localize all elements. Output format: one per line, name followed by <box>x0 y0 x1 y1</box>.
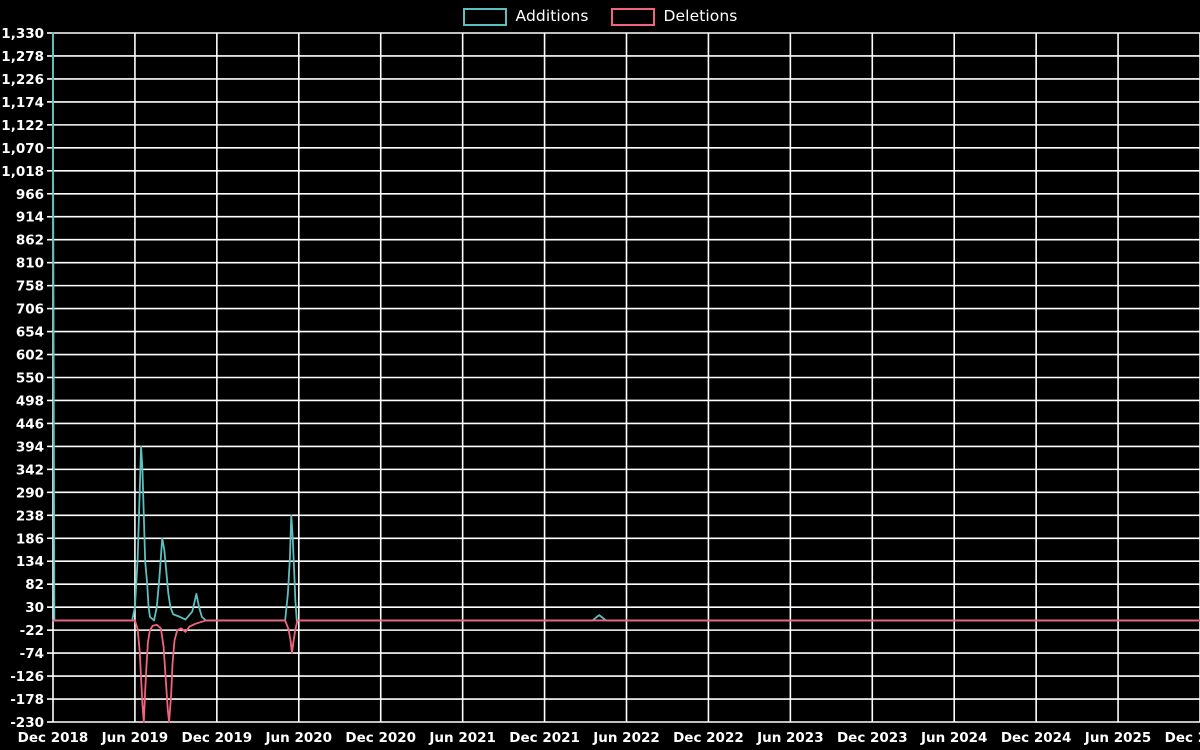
ytick-label: 758 <box>16 279 44 295</box>
legend-label-deletions: Deletions <box>663 7 738 26</box>
xtick-label: Dec 2020 <box>345 730 416 746</box>
ytick-label: 238 <box>16 508 44 524</box>
ytick-label: 1,018 <box>1 164 44 180</box>
xtick-label: Jun 2023 <box>756 730 824 746</box>
ytick-label: 186 <box>16 531 44 547</box>
xtick-label: Jun 2024 <box>920 730 988 746</box>
xtick-label: Jun 2022 <box>592 730 660 746</box>
ytick-label: 446 <box>16 416 44 432</box>
ytick-label: 862 <box>16 233 44 249</box>
legend-swatch-additions <box>462 8 507 26</box>
ytick-label: 394 <box>16 439 44 455</box>
ytick-label: 134 <box>16 554 44 570</box>
ytick-label: 82 <box>25 577 44 593</box>
ytick-label: 550 <box>16 371 44 387</box>
ytick-label: 498 <box>16 393 44 409</box>
chart-legend: Additions Deletions <box>0 0 1200 34</box>
ytick-label: 654 <box>16 325 44 341</box>
ytick-label: -22 <box>20 623 44 639</box>
ytick-label: 1,174 <box>1 95 44 111</box>
ytick-label: 290 <box>16 485 44 501</box>
ytick-label: 602 <box>16 348 44 364</box>
legend-entry-additions[interactable]: Additions <box>462 7 589 26</box>
xtick-label: Jun 2020 <box>265 730 333 746</box>
xtick-label: Dec 2025 <box>1165 730 1200 746</box>
ytick-label: 1,070 <box>1 141 44 157</box>
legend-swatch-deletions <box>610 8 655 26</box>
ytick-label: -178 <box>10 692 44 708</box>
ytick-label: 966 <box>16 187 44 203</box>
ytick-label: 1,330 <box>1 26 44 42</box>
ytick-label: 30 <box>25 600 44 616</box>
xtick-label: Jun 2019 <box>101 730 169 746</box>
ytick-label: -126 <box>10 669 44 685</box>
ytick-label: -230 <box>10 715 44 731</box>
xtick-label: Dec 2024 <box>1001 730 1072 746</box>
legend-label-additions: Additions <box>515 7 589 26</box>
ytick-label: 1,278 <box>1 49 44 65</box>
ytick-label: 1,226 <box>1 72 44 88</box>
xtick-label: Dec 2023 <box>837 730 908 746</box>
xtick-label: Jun 2021 <box>428 730 496 746</box>
legend-entry-deletions[interactable]: Deletions <box>610 7 738 26</box>
ytick-label: -74 <box>20 646 44 662</box>
xtick-label: Dec 2021 <box>509 730 580 746</box>
xtick-label: Dec 2019 <box>182 730 253 746</box>
ytick-label: 810 <box>16 256 44 272</box>
series-line-deletions <box>52 619 1200 723</box>
ytick-label: 342 <box>16 462 44 478</box>
ytick-label: 1,122 <box>1 118 44 134</box>
xtick-label: Dec 2018 <box>18 730 89 746</box>
xtick-label: Dec 2022 <box>673 730 744 746</box>
series-line-additions <box>52 32 1200 622</box>
ytick-label: 706 <box>16 302 44 318</box>
ytick-label: 914 <box>16 210 44 226</box>
xtick-label: Jun 2025 <box>1084 730 1152 746</box>
